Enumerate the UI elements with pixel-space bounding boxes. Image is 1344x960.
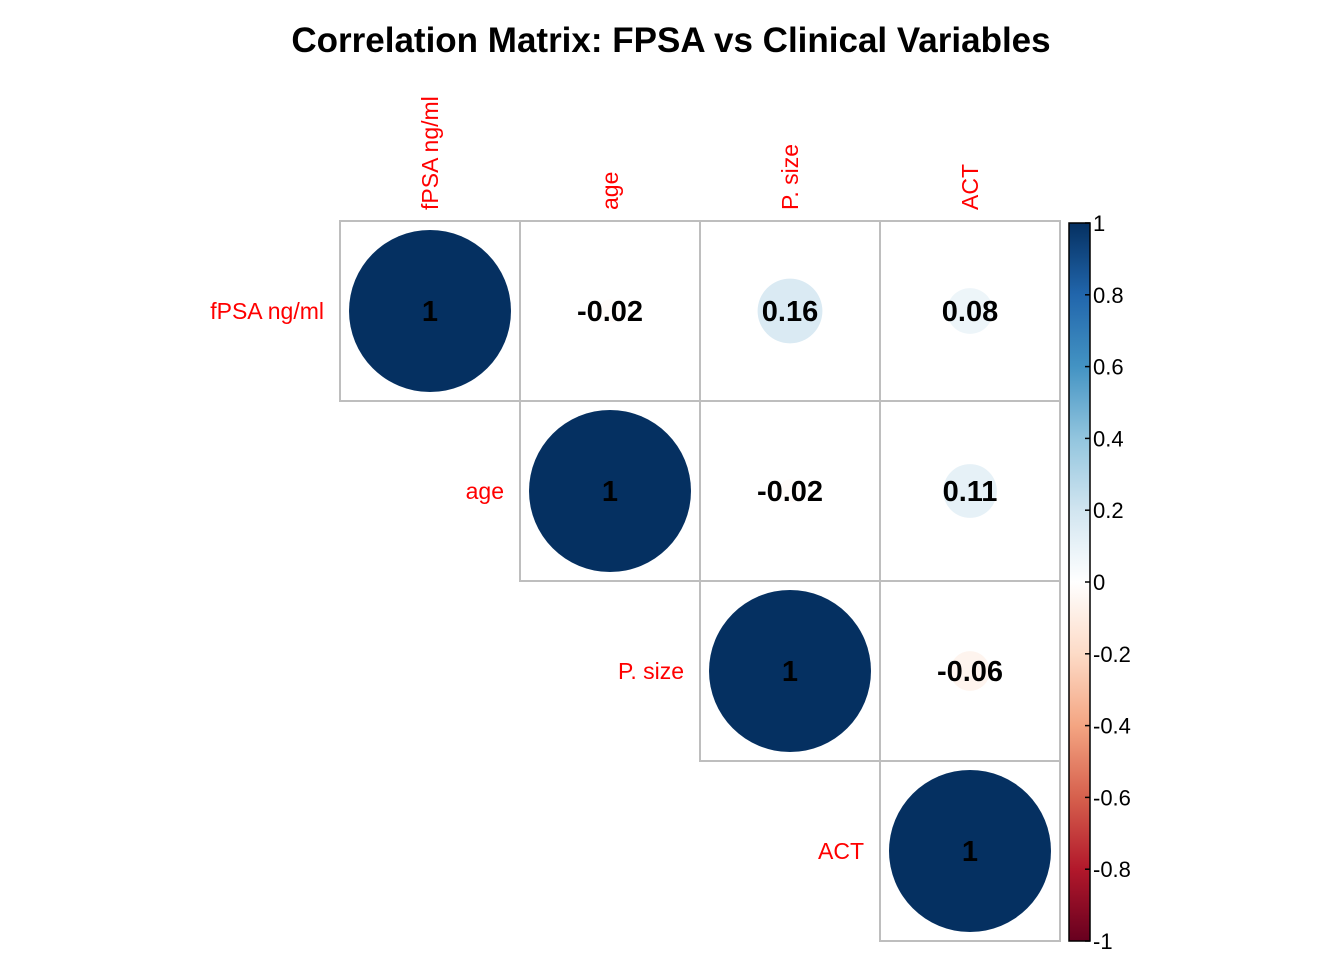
correlation-circle-0-1 xyxy=(598,299,622,323)
correlation-value-0-2: 0.16 xyxy=(762,296,818,328)
correlation-value-0-1: -0.02 xyxy=(577,296,643,328)
colorbar-tick-label-6: -0.2 xyxy=(1093,642,1131,667)
column-label-act: ACT xyxy=(957,164,983,210)
column-label-p-size: P. size xyxy=(777,144,803,210)
correlation-value-2-2: 1 xyxy=(782,656,798,688)
colorbar-tick-label-2: 0.6 xyxy=(1093,355,1124,380)
colorbar-tick-label-9: -0.8 xyxy=(1093,857,1131,882)
column-label-fpsa-ng-ml: fPSA ng/ml xyxy=(417,96,443,210)
row-label-act: ACT xyxy=(818,838,864,864)
correlation-circle-2-2 xyxy=(709,590,871,752)
matrix-cells: 1 -0.02 0.16 0.08 1 -0.02 0.11 1 -0.06 1 xyxy=(339,220,1061,942)
correlation-circle-0-2 xyxy=(757,278,823,344)
row-labels: fPSA ng/ml age P. size ACT xyxy=(210,298,864,864)
column-labels: fPSA ng/ml age P. size ACT xyxy=(417,96,983,210)
correlation-value-1-2: -0.02 xyxy=(757,476,823,508)
column-label-age: age xyxy=(597,172,623,210)
correlation-value-0-3: 0.08 xyxy=(942,296,998,328)
correlation-value-1-1: 1 xyxy=(602,476,618,508)
colorbar-tick-label-8: -0.6 xyxy=(1093,785,1131,810)
correlation-value-0-0: 1 xyxy=(422,296,438,328)
colorbar-tick-label-7: -0.4 xyxy=(1093,714,1131,739)
row-label-p-size: P. size xyxy=(618,658,684,684)
colorbar-tick-label-4: 0.2 xyxy=(1093,498,1124,523)
correlation-circle-1-2 xyxy=(778,479,802,503)
chart-title: Correlation Matrix: FPSA vs Clinical Var… xyxy=(291,21,1050,60)
colorbar-tick-label-1: 0.8 xyxy=(1093,283,1124,308)
row-label-fpsa-ng-ml: fPSA ng/ml xyxy=(210,298,324,324)
colorbar-tick-label-5: 0 xyxy=(1093,570,1105,595)
correlation-value-3-3: 1 xyxy=(962,836,978,868)
correlation-circle-3-3 xyxy=(889,770,1051,932)
correlation-circle-1-3 xyxy=(943,464,997,518)
correlation-value-2-3: -0.06 xyxy=(937,656,1003,688)
colorbar-tick-label-10: -1 xyxy=(1093,929,1113,954)
color-legend: 1 0.8 0.6 0.4 0.2 0 -0.2 -0.4 -0.6 -0.8 -1 xyxy=(1068,211,1131,954)
correlation-circle-0-0 xyxy=(349,230,511,392)
colorbar-tick-label-3: 0.4 xyxy=(1093,426,1124,451)
correlation-circle-0-3 xyxy=(947,288,993,334)
matrix-cell-3-3 xyxy=(879,760,1061,942)
correlation-circle-1-1 xyxy=(529,410,691,572)
colorbar-tick-label-0: 1 xyxy=(1093,211,1105,236)
correlation-value-1-3: 0.11 xyxy=(943,476,998,508)
correlation-circle-2-3 xyxy=(950,651,990,691)
row-label-age: age xyxy=(466,478,504,504)
